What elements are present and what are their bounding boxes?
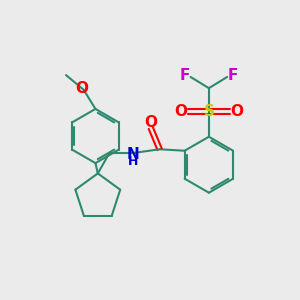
Text: N: N <box>127 147 140 162</box>
Text: O: O <box>175 104 188 119</box>
Text: O: O <box>230 104 243 119</box>
Text: F: F <box>228 68 238 83</box>
Text: F: F <box>180 68 190 83</box>
Text: O: O <box>144 115 157 130</box>
Text: S: S <box>203 104 214 119</box>
Text: H: H <box>128 154 138 167</box>
Text: O: O <box>76 81 89 96</box>
